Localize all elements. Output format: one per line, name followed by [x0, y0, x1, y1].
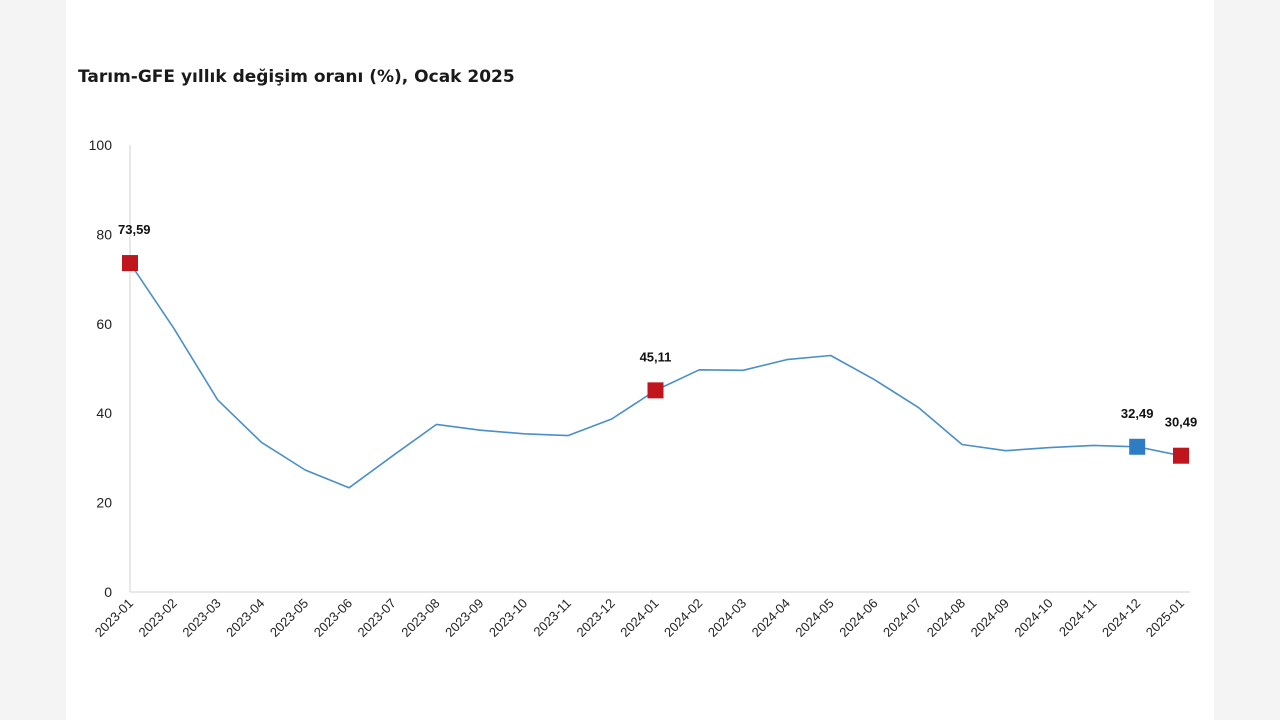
- data-label: 32,49: [1121, 406, 1154, 421]
- x-tick-label: 2024-06: [836, 596, 880, 640]
- y-tick-label: 100: [89, 137, 113, 153]
- x-tick-label: 2023-09: [442, 596, 486, 640]
- x-tick-label: 2024-05: [792, 596, 836, 640]
- x-tick-label: 2024-11: [1056, 596, 1100, 640]
- x-tick-label: 2023-02: [136, 596, 180, 640]
- series-layer: [129, 262, 1182, 489]
- y-tick-label: 40: [96, 405, 112, 421]
- highlight-marker: [647, 382, 664, 399]
- data-label: 45,11: [640, 349, 672, 364]
- x-tick-label: 2023-08: [398, 596, 442, 640]
- x-tick-label: 2024-04: [749, 596, 793, 640]
- x-tick-label: 2025-01: [1143, 596, 1187, 640]
- x-tick-label: 2023-07: [355, 596, 399, 640]
- x-axis-ticks: 2023-01 2023-02 2023-03 2023-04 2023-05 2023-…: [92, 596, 1187, 640]
- highlight-marker: [1129, 438, 1146, 455]
- x-tick-label: 2023-10: [486, 596, 530, 640]
- chart-card: Tarım-GFE yıllık değişim oranı (%), Ocak…: [66, 0, 1214, 720]
- highlight-marker: [122, 255, 138, 272]
- x-tick-label: 2024-02: [661, 596, 705, 640]
- marker-layer: [122, 255, 1189, 464]
- x-tick-label: 2024-12: [1099, 596, 1143, 640]
- line-chart: Tarım-GFE yıllık değişim oranı (%), Ocak…: [78, 67, 1197, 640]
- x-tick-label: 2024-01: [617, 596, 661, 640]
- data-label: 30,49: [1165, 415, 1198, 430]
- x-tick-label: 2024-09: [968, 596, 1012, 640]
- x-tick-label: 2024-08: [924, 596, 968, 640]
- x-tick-label: 2023-11: [530, 596, 574, 640]
- data-label: 73,59: [118, 222, 151, 237]
- x-tick-label: 2023-01: [92, 596, 136, 640]
- y-tick-label: 80: [96, 226, 112, 242]
- chart-title: Tarım-GFE yıllık değişim oranı (%), Ocak…: [78, 67, 515, 87]
- x-tick-label: 2024-07: [880, 596, 924, 640]
- x-tick-label: 2024-03: [705, 596, 749, 640]
- y-axis-ticks: 0 20 40 60 80 100: [89, 137, 113, 600]
- data-label-layer: 73,59 45,11 32,49 30,49: [118, 222, 1197, 430]
- x-tick-label: 2023-06: [311, 596, 355, 640]
- y-tick-label: 0: [104, 584, 112, 600]
- x-tick-label: 2023-05: [267, 596, 311, 640]
- x-tick-label: 2023-12: [573, 596, 617, 640]
- y-tick-label: 60: [96, 316, 112, 332]
- x-tick-label: 2024-10: [1011, 596, 1055, 640]
- series-line: [129, 262, 1182, 489]
- x-tick-label: 2023-04: [223, 596, 267, 640]
- x-tick-label: 2023-03: [179, 596, 223, 640]
- highlight-marker: [1173, 447, 1189, 464]
- y-tick-label: 20: [96, 495, 112, 511]
